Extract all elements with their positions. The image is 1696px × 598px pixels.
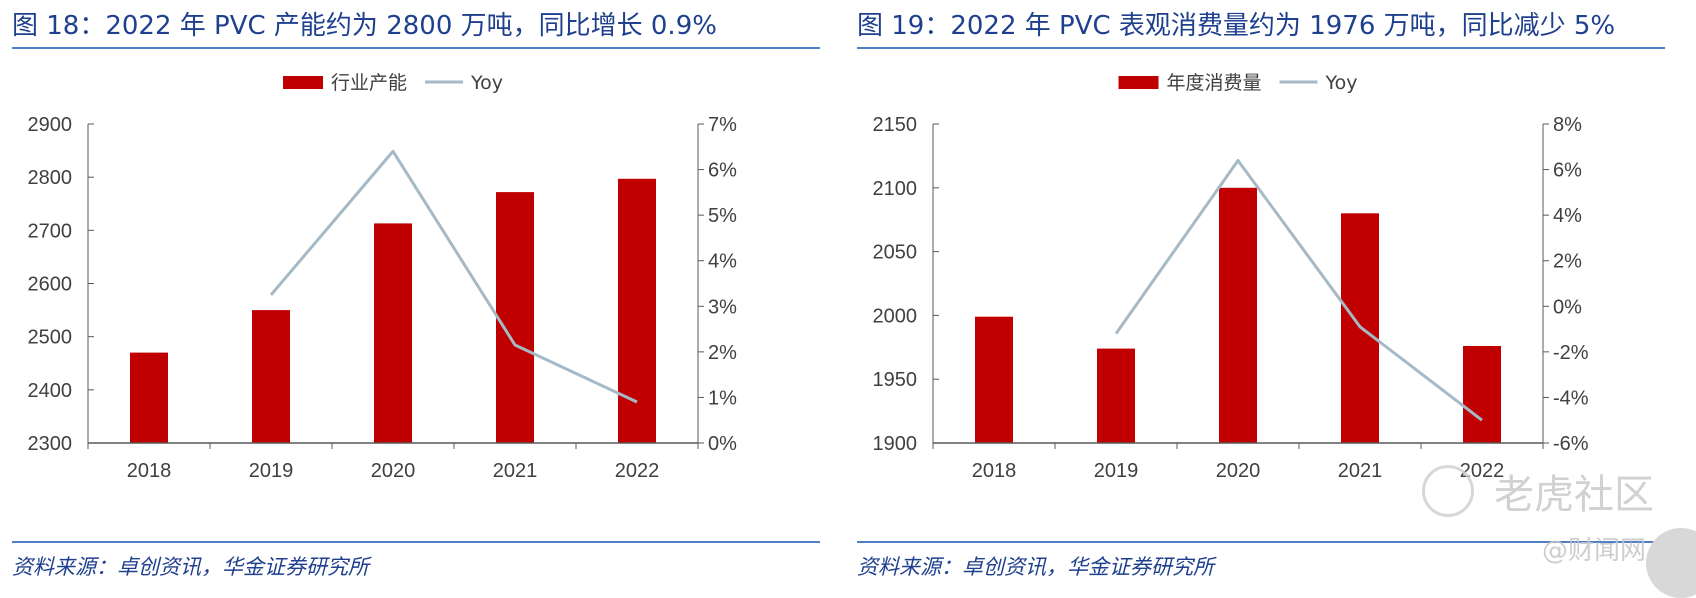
- bar-2020: [1219, 187, 1257, 443]
- x-tick-label-2019: 2019: [1094, 460, 1139, 482]
- legend-label-line: Yoy: [470, 72, 503, 94]
- x-tick-label-2021: 2021: [1338, 460, 1383, 482]
- legend: 年度消费量 Yoy: [1118, 72, 1358, 94]
- y-right-tick-label: 0%: [1553, 296, 1582, 318]
- source-note: 资料来源：卓创资讯，华金证券研究所: [857, 555, 1214, 579]
- x-tick-label-2020: 2020: [371, 460, 416, 482]
- title-divider: [857, 47, 1665, 49]
- y-right-tick-label: 5%: [708, 205, 737, 227]
- y-right-tick-label: 2%: [1553, 251, 1582, 273]
- y-right-tick-label: -2%: [1553, 342, 1589, 364]
- y-left-tick-label: 2150: [873, 114, 918, 136]
- y-right-tick-label: 4%: [1553, 205, 1582, 227]
- y-left-tick-label: 1950: [873, 369, 918, 391]
- y-right-tick-label: 7%: [708, 114, 737, 136]
- bar-2022: [618, 178, 656, 444]
- bar-2022: [1463, 346, 1501, 443]
- y-right-tick-label: 8%: [1553, 114, 1582, 136]
- source-note: 资料来源：卓创资讯，华金证券研究所: [12, 555, 369, 579]
- source-divider: [12, 541, 820, 543]
- figure-panel-19: 图 19：2022 年 PVC 表观消费量约为 1976 万吨，同比减少 5% …: [857, 0, 1665, 586]
- watermark-subtext: @财闻网: [1542, 536, 1647, 566]
- y-right-tick-label: -6%: [1553, 433, 1589, 455]
- watermark-text: 老虎社区: [1494, 472, 1654, 518]
- x-tick-label-2022: 2022: [615, 460, 660, 482]
- y-right-tick-label: -4%: [1553, 387, 1589, 409]
- figure-panel-18: 图 18：2022 年 PVC 产能约为 2800 万吨，同比增长 0.9% 2…: [12, 0, 820, 586]
- y-left-tick-label: 2800: [28, 167, 73, 189]
- y-right-tick-label: 6%: [1553, 160, 1582, 182]
- x-tick-label-2018: 2018: [127, 460, 172, 482]
- y-left-tick-label: 1900: [873, 433, 918, 455]
- figure-title: 图 18：2022 年 PVC 产能约为 2800 万吨，同比增长 0.9%: [12, 11, 717, 41]
- y-left-tick-label: 2300: [28, 433, 73, 455]
- x-tick-label-2021: 2021: [493, 460, 538, 482]
- bar-2018: [130, 352, 168, 443]
- yoy-line: [269, 149, 638, 404]
- y-right-tick-label: 6%: [708, 160, 737, 182]
- y-left-tick-label: 2900: [28, 114, 73, 136]
- source-divider: [857, 541, 1665, 543]
- y-right-tick-label: 1%: [708, 387, 737, 409]
- y-left-tick-label: 2700: [28, 220, 73, 242]
- y-right-tick-label: 2%: [708, 342, 737, 364]
- y-right-tick-label: 3%: [708, 296, 737, 318]
- watermark-logo-icon: [1422, 465, 1474, 517]
- bar-2021: [496, 192, 534, 443]
- x-tick-label-2020: 2020: [1216, 460, 1261, 482]
- y-right-tick-label: 0%: [708, 433, 737, 455]
- legend-label-bar: 行业产能: [331, 72, 407, 94]
- x-tick-label-2018: 2018: [972, 460, 1017, 482]
- y-left-tick-label: 2600: [28, 274, 73, 296]
- y-left-tick-label: 2400: [28, 380, 73, 402]
- yoy-line: [1114, 159, 1483, 422]
- consumption-chart: 1900 1950 2000 2050 2100 2150 -6% -4% -2% 0% 2% 4% 6…: [873, 72, 1589, 482]
- bar-2018: [975, 316, 1013, 443]
- y-left-tick-label: 2100: [873, 178, 918, 200]
- y-left-tick-label: 2000: [873, 305, 918, 327]
- y-right-tick-label: 4%: [708, 251, 737, 273]
- legend-label-line: Yoy: [1325, 72, 1358, 94]
- figure-title: 图 19：2022 年 PVC 表观消费量约为 1976 万吨，同比减少 5%: [857, 11, 1616, 41]
- legend: 行业产能 Yoy: [283, 72, 503, 94]
- x-tick-label-2019: 2019: [249, 460, 294, 482]
- bar-2020: [374, 223, 412, 443]
- x-tick-label-2022: 2022: [1460, 460, 1505, 482]
- legend-swatch-bar: [1118, 76, 1159, 89]
- y-left-tick-label: 2500: [28, 327, 73, 349]
- title-divider: [12, 47, 820, 49]
- bar-2019: [1097, 348, 1135, 443]
- bar-2019: [252, 310, 290, 443]
- legend-swatch-bar: [283, 76, 324, 89]
- capacity-chart: 2300 2400 2500 2600 2700 2800 2900 0% 1% 2% 3% 4% 5%…: [28, 72, 738, 482]
- y-left-tick-label: 2050: [873, 242, 918, 264]
- legend-label-bar: 年度消费量: [1167, 72, 1262, 94]
